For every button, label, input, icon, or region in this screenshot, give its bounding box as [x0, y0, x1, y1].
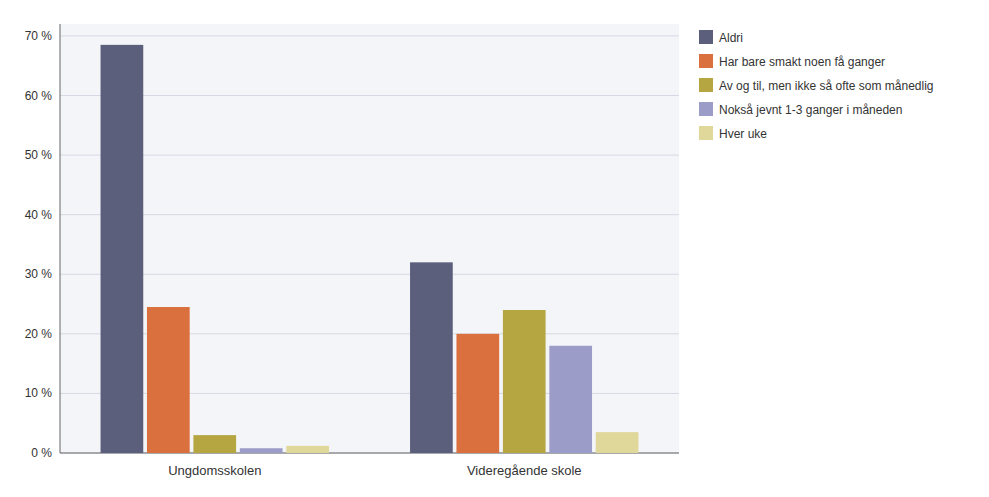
legend-label: Hver uke — [719, 127, 767, 141]
y-axis-line — [60, 24, 61, 453]
y-tick-label: 0 % — [31, 446, 52, 460]
bar — [549, 346, 592, 453]
y-tick-label: 40 % — [25, 208, 53, 222]
bars — [101, 45, 639, 453]
bar — [410, 262, 453, 453]
y-tick-label: 50 % — [25, 148, 53, 162]
bar — [503, 310, 546, 453]
legend-swatch — [699, 126, 713, 140]
x-tick-label: Videregående skole — [467, 463, 582, 478]
legend-label: Nokså jevnt 1-3 ganger i måneden — [719, 103, 902, 117]
legend-swatch — [699, 78, 713, 92]
bar — [596, 432, 639, 453]
legend: Aldri Har bare smakt noen få ganger Av og … — [699, 30, 934, 141]
y-tick-label: 60 % — [25, 89, 53, 103]
bar — [193, 435, 236, 453]
grid-line — [60, 35, 679, 36]
legend-label: Av og til, men ikke så ofte som månedlig — [719, 79, 934, 93]
bar — [286, 446, 329, 453]
grid-line — [60, 214, 679, 215]
legend-swatch — [699, 54, 713, 68]
chart: 0 % 10 % 20 % 30 % 40 % 50 % 60 % 70 % Ungdomssk… — [0, 0, 989, 497]
bar — [240, 448, 283, 453]
legend-label: Aldri — [719, 31, 743, 45]
y-tick-label: 20 % — [25, 327, 53, 341]
plot-background — [60, 24, 679, 453]
grid-line — [60, 155, 679, 156]
x-tick-label: Ungdomsskolen — [168, 463, 261, 478]
y-tick-label: 30 % — [25, 267, 53, 281]
y-tick-label: 70 % — [25, 29, 53, 43]
bar — [456, 334, 499, 453]
grid-line — [60, 274, 679, 275]
legend-swatch — [699, 30, 713, 44]
bar — [101, 45, 144, 453]
bar — [147, 307, 190, 453]
legend-label: Har bare smakt noen få ganger — [719, 55, 885, 69]
legend-swatch — [699, 102, 713, 116]
grid-line — [60, 95, 679, 96]
y-tick-label: 10 % — [25, 386, 53, 400]
